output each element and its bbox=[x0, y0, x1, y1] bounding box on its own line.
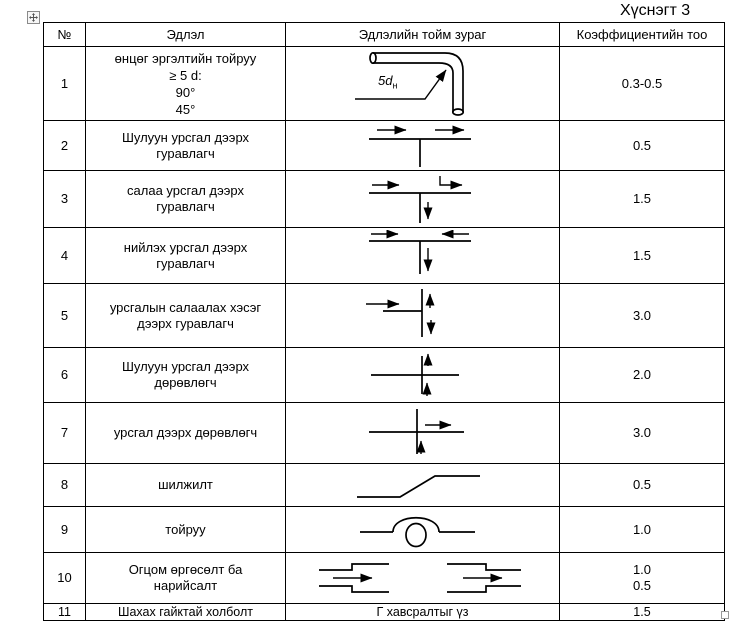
table-row: 9 тойруу 1.0 bbox=[43, 506, 725, 553]
table-row: 2 Шулуун урсгал дээрх гуравлагч 0.5 bbox=[43, 120, 725, 171]
tee-straight-flow-diagram bbox=[369, 125, 471, 167]
item-name-cell: Огцом өргөсөлт ба нарийсалт bbox=[85, 552, 286, 604]
coefficient-cell: 0.3-0.5 bbox=[559, 46, 725, 121]
diagram-cell bbox=[285, 552, 560, 604]
item-name-cell: Шулуун урсгал дээрх дөрөвлөгч bbox=[85, 347, 286, 403]
table-row: 4 нийлэх урсгал дээрх гуравлагч 1.5 bbox=[43, 227, 725, 284]
diagram-cell bbox=[285, 506, 560, 553]
table-row: 3 салаа урсгал дээрх гуравлагч 1.5 bbox=[43, 170, 725, 228]
page-title: Хүснэгт 3 bbox=[620, 2, 691, 19]
header-coefficient: Коэффициентийн тоо bbox=[559, 22, 725, 47]
table-row: 1 өнцөг эргэлтийн тойруу ≥ 5 d: 90° 45° … bbox=[43, 46, 725, 121]
table-row: 11 Шахах гайктай холболт Г хавсралтыг үз… bbox=[43, 603, 725, 621]
row-number-cell: 5 bbox=[43, 283, 86, 348]
row-number-cell: 10 bbox=[43, 552, 86, 604]
row-number-cell: 2 bbox=[43, 120, 86, 171]
row-number-cell: 8 bbox=[43, 463, 86, 507]
item-name-cell: нийлэх урсгал дээрх гуравлагч bbox=[85, 227, 286, 284]
diagram-note-cell: Г хавсралтыг үз bbox=[285, 603, 560, 621]
bypass-loop-diagram bbox=[360, 516, 475, 548]
diagram-cell bbox=[285, 347, 560, 403]
table-header-row: № Эдлэл Эдлэлийн тойм зураг Коэффициенти… bbox=[43, 22, 725, 47]
row-number-cell: 7 bbox=[43, 402, 86, 464]
header-item: Эдлэл bbox=[85, 22, 286, 47]
coefficient-cell: 0.5 bbox=[559, 120, 725, 171]
item-name-cell: тойруу bbox=[85, 506, 286, 553]
diagram-cell bbox=[285, 227, 560, 284]
table-row: 5 урсгалын салаалах хэсэг дээрх гуравлаг… bbox=[43, 283, 725, 348]
diagram-cell bbox=[285, 402, 560, 464]
tee-merging-flow-diagram bbox=[369, 230, 471, 274]
offset-transition-diagram bbox=[357, 475, 480, 498]
diagram-cell bbox=[285, 283, 560, 348]
table-row: 10 Огцом өргөсөлт ба нарийсалт 1.0 0.5 bbox=[43, 552, 725, 604]
diagram-cell bbox=[285, 463, 560, 507]
item-name-cell: урсгалын салаалах хэсэг дээрх гуравлагч bbox=[85, 283, 286, 348]
item-name-cell: урсгал дээрх дөрөвлөгч bbox=[85, 402, 286, 464]
elbow-diameter-label: 5dн bbox=[378, 73, 398, 91]
row-number-cell: 9 bbox=[43, 506, 86, 553]
item-name-cell: салаа урсгал дээрх гуравлагч bbox=[85, 170, 286, 228]
row-number-cell: 4 bbox=[43, 227, 86, 284]
table-move-handle[interactable] bbox=[27, 11, 40, 24]
cross-straight-flow-diagram bbox=[371, 353, 459, 396]
coefficient-cell: 1.5 bbox=[559, 603, 725, 621]
header-diagram: Эдлэлийн тойм зураг bbox=[285, 22, 560, 47]
coefficient-cell: 3.0 bbox=[559, 283, 725, 348]
coefficient-cell: 1.0 bbox=[559, 506, 725, 553]
table-row: 6 Шулуун урсгал дээрх дөрөвлөгч 2.0 bbox=[43, 347, 725, 403]
fittings-coefficient-table: № Эдлэл Эдлэлийн тойм зураг Коэффициенти… bbox=[43, 22, 725, 621]
diagram-cell bbox=[285, 120, 560, 171]
table-resize-handle[interactable] bbox=[721, 611, 729, 619]
coefficient-cell: 0.5 bbox=[559, 463, 725, 507]
item-name-cell: шилжилт bbox=[85, 463, 286, 507]
coefficient-cell: 1.0 0.5 bbox=[559, 552, 725, 604]
diagram-cell: 5dн bbox=[285, 46, 560, 121]
table-row: 8 шилжилт 0.5 bbox=[43, 463, 725, 507]
coefficient-cell: 2.0 bbox=[559, 347, 725, 403]
row-number-cell: 1 bbox=[43, 46, 86, 121]
item-name-cell: Шахах гайктай холболт bbox=[85, 603, 286, 621]
elbow-90-bend-diagram bbox=[355, 51, 465, 116]
item-name-cell: Шулуун урсгал дээрх гуравлагч bbox=[85, 120, 286, 171]
coefficient-cell: 1.5 bbox=[559, 170, 725, 228]
move-icon bbox=[29, 13, 38, 22]
row-number-cell: 3 bbox=[43, 170, 86, 228]
sudden-expansion-contraction-diagram bbox=[319, 563, 521, 593]
table-row: 7 урсгал дээрх дөрөвлөгч 3.0 bbox=[43, 402, 725, 464]
item-name-cell: өнцөг эргэлтийн тойруу ≥ 5 d: 90° 45° bbox=[85, 46, 286, 121]
header-number: № bbox=[43, 22, 86, 47]
cross-turning-flow-diagram bbox=[369, 409, 464, 454]
diagram-cell bbox=[285, 170, 560, 228]
row-number-cell: 11 bbox=[43, 603, 86, 621]
coefficient-cell: 1.5 bbox=[559, 227, 725, 284]
row-number-cell: 6 bbox=[43, 347, 86, 403]
tee-dividing-flow-diagram bbox=[366, 289, 436, 337]
coefficient-cell: 3.0 bbox=[559, 402, 725, 464]
tee-branch-flow-diagram bbox=[369, 176, 471, 223]
